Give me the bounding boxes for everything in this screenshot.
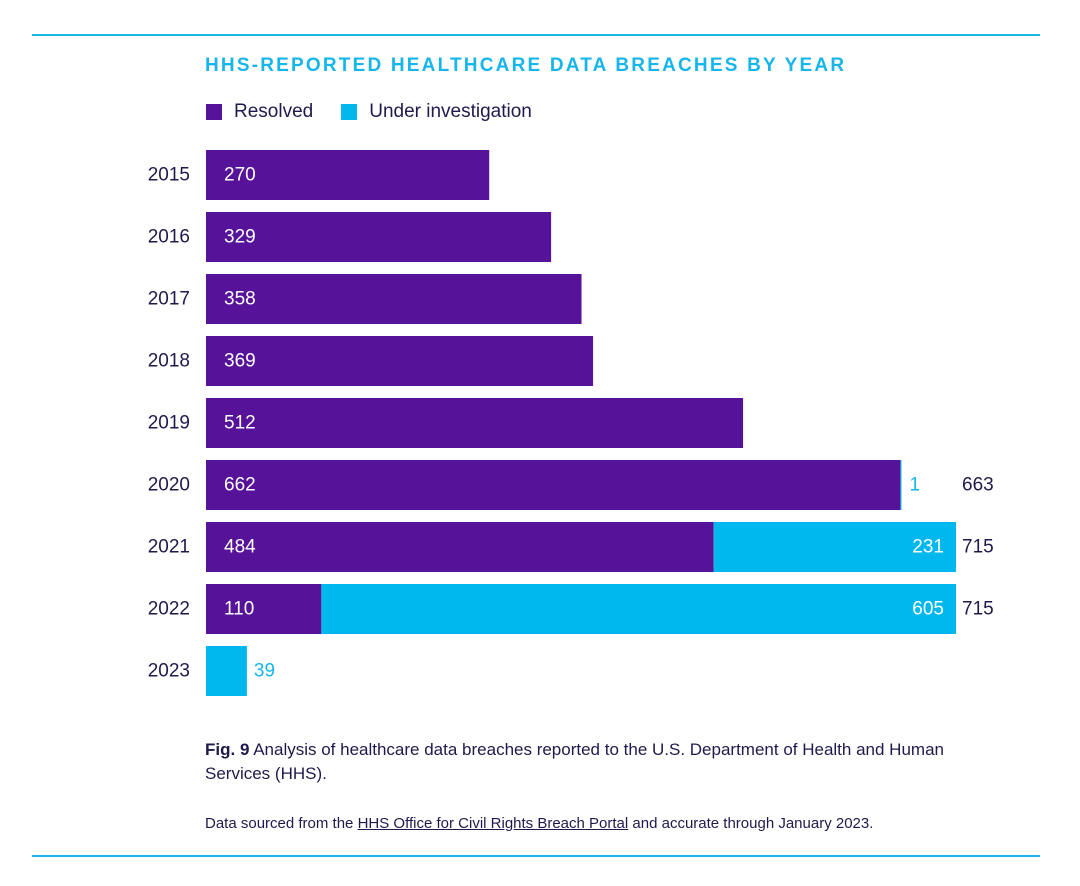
label-investigation-2023: 39 <box>254 661 275 682</box>
legend-item-investigation: Under investigation <box>341 101 532 123</box>
bar-resolved-2017 <box>206 274 582 324</box>
total-label-2020: 663 <box>962 475 994 496</box>
label-investigation-2022: 605 <box>912 599 944 620</box>
year-label-2021: 2021 <box>148 537 190 558</box>
source-suffix: and accurate through January 2023. <box>628 815 874 832</box>
year-label-2016: 2016 <box>148 227 190 248</box>
label-resolved-2019: 512 <box>224 413 256 434</box>
label-resolved-2017: 358 <box>224 289 256 310</box>
year-label-2023: 2023 <box>148 661 190 682</box>
legend-item-resolved: Resolved <box>206 101 313 123</box>
source-note: Data sourced from the HHS Office for Civ… <box>205 815 873 832</box>
breach-portal-link[interactable]: HHS Office for Civil Rights Breach Porta… <box>357 815 629 832</box>
label-resolved-2022: 110 <box>224 599 254 620</box>
year-label-2017: 2017 <box>148 289 190 310</box>
year-label-2018: 2018 <box>148 351 190 372</box>
bar-investigation-2023 <box>206 646 247 696</box>
year-label-2015: 2015 <box>148 165 190 186</box>
figure-caption-text: Analysis of healthcare data breaches rep… <box>205 740 944 783</box>
bar-resolved-2015 <box>206 150 490 200</box>
chart-title: HHS-REPORTED HEALTHCARE DATA BREACHES BY… <box>205 55 847 76</box>
bar-resolved-2018 <box>206 336 594 386</box>
source-prefix: Data sourced from the <box>205 815 358 832</box>
investigation-swatch <box>341 104 358 120</box>
bar-chart: 2015 270 2016 329 2017 358 2018 369 2019 512 2020 6… <box>148 150 994 696</box>
label-resolved-2018: 369 <box>224 351 256 372</box>
top-divider <box>32 34 1040 36</box>
resolved-swatch <box>206 104 222 120</box>
figure-caption: Fig. 9 Analysis of healthcare data breac… <box>205 738 1005 786</box>
total-label-2022: 715 <box>962 599 994 620</box>
bar-resolved-2020 <box>206 460 901 510</box>
bar-investigation-2022 <box>321 584 956 634</box>
legend-label-resolved: Resolved <box>234 101 314 122</box>
bar-resolved-2019 <box>206 398 744 448</box>
bar-investigation-2021 <box>713 522 956 572</box>
bar-investigation-2020 <box>900 460 902 510</box>
total-label-2021: 715 <box>962 537 994 558</box>
legend-label-investigation: Under investigation <box>369 101 532 122</box>
bar-resolved-2021 <box>206 522 714 572</box>
figure-label: Fig. 9 <box>205 740 250 759</box>
label-resolved-2016: 329 <box>224 227 256 248</box>
chart-legend: Resolved Under investigation <box>206 101 560 123</box>
label-investigation-2021: 231 <box>912 537 944 558</box>
year-label-2020: 2020 <box>148 475 190 496</box>
bar-resolved-2022 <box>206 584 322 634</box>
bottom-divider <box>32 855 1040 857</box>
year-label-2022: 2022 <box>148 599 190 620</box>
label-resolved-2015: 270 <box>224 165 256 186</box>
label-investigation-2020: 1 <box>909 475 920 496</box>
label-resolved-2020: 662 <box>224 475 256 496</box>
year-label-2019: 2019 <box>148 413 190 434</box>
bar-resolved-2016 <box>206 212 552 262</box>
label-resolved-2021: 484 <box>224 537 256 558</box>
